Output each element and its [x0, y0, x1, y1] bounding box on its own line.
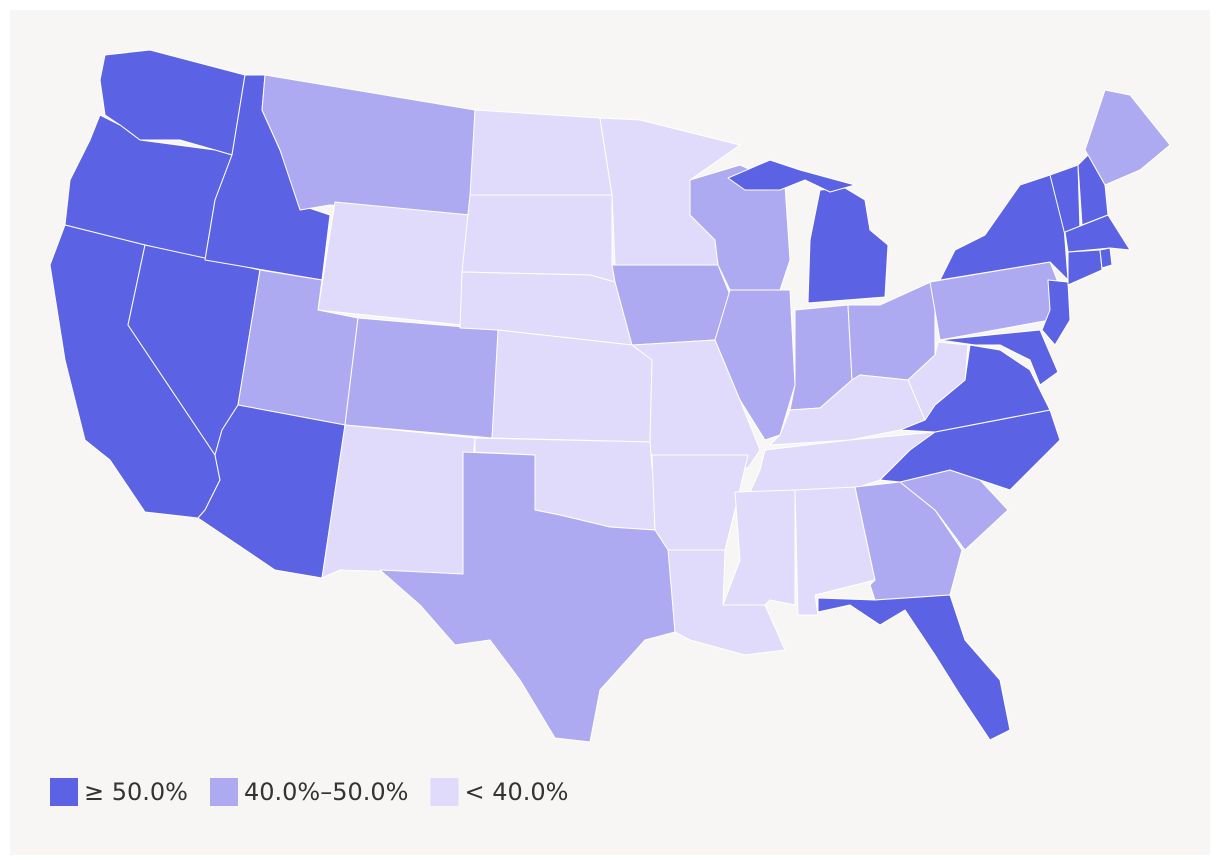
- legend-label: 40.0%–50.0%: [244, 778, 408, 806]
- legend-label: ≥ 50.0%: [84, 778, 188, 806]
- legend: ≥ 50.0% 40.0%–50.0% < 40.0%: [50, 778, 568, 806]
- state: [1099, 247, 1113, 269]
- state: [1077, 154, 1109, 226]
- legend-swatch: [50, 778, 78, 806]
- state: [317, 201, 471, 326]
- state: [727, 159, 856, 193]
- state: [939, 329, 1059, 386]
- state: [714, 289, 796, 441]
- state: [99, 49, 246, 156]
- state: [491, 329, 653, 443]
- state: [461, 194, 616, 283]
- state: [817, 594, 1011, 741]
- states: [49, 49, 1171, 743]
- state: [321, 424, 476, 579]
- state: [807, 187, 889, 304]
- state: [611, 264, 731, 346]
- legend-swatch: [209, 778, 238, 806]
- legend-swatch: [430, 778, 459, 806]
- state: [667, 549, 786, 656]
- state: [907, 341, 969, 421]
- state: [379, 451, 676, 743]
- state: [1067, 249, 1103, 286]
- state: [469, 109, 613, 196]
- state: [1064, 214, 1131, 253]
- legend-label: < 40.0%: [464, 778, 568, 806]
- state: [344, 317, 501, 439]
